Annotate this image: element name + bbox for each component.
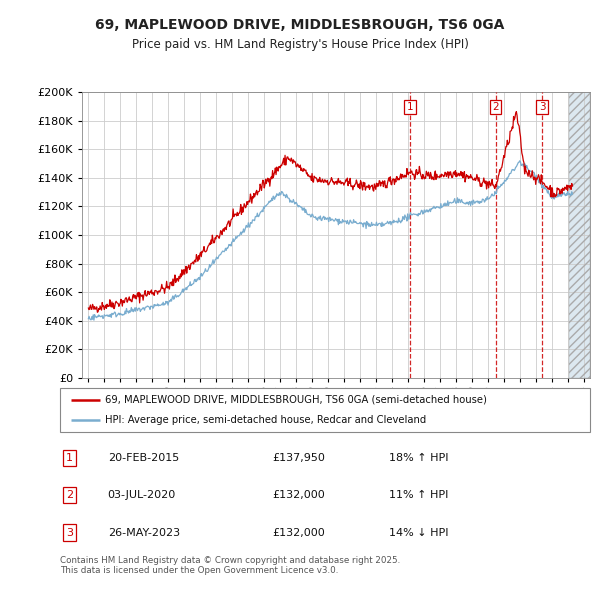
Text: 2: 2 bbox=[493, 102, 499, 112]
Bar bbox=[569, 92, 590, 378]
Text: 1: 1 bbox=[66, 453, 73, 463]
FancyBboxPatch shape bbox=[60, 388, 590, 432]
Text: 3: 3 bbox=[539, 102, 545, 112]
Text: £132,000: £132,000 bbox=[272, 527, 325, 537]
Text: 18% ↑ HPI: 18% ↑ HPI bbox=[389, 453, 448, 463]
Text: 1: 1 bbox=[407, 102, 413, 112]
Text: £132,000: £132,000 bbox=[272, 490, 325, 500]
Text: 11% ↑ HPI: 11% ↑ HPI bbox=[389, 490, 448, 500]
Bar bbox=[569, 92, 590, 378]
Text: Price paid vs. HM Land Registry's House Price Index (HPI): Price paid vs. HM Land Registry's House … bbox=[131, 38, 469, 51]
Text: 26-MAY-2023: 26-MAY-2023 bbox=[108, 527, 180, 537]
Text: 69, MAPLEWOOD DRIVE, MIDDLESBROUGH, TS6 0GA (semi-detached house): 69, MAPLEWOOD DRIVE, MIDDLESBROUGH, TS6 … bbox=[105, 395, 487, 405]
Text: 3: 3 bbox=[66, 527, 73, 537]
Text: 20-FEB-2015: 20-FEB-2015 bbox=[108, 453, 179, 463]
Text: HPI: Average price, semi-detached house, Redcar and Cleveland: HPI: Average price, semi-detached house,… bbox=[105, 415, 426, 425]
Text: £137,950: £137,950 bbox=[272, 453, 325, 463]
Text: 69, MAPLEWOOD DRIVE, MIDDLESBROUGH, TS6 0GA: 69, MAPLEWOOD DRIVE, MIDDLESBROUGH, TS6 … bbox=[95, 18, 505, 32]
Text: Contains HM Land Registry data © Crown copyright and database right 2025.
This d: Contains HM Land Registry data © Crown c… bbox=[60, 556, 400, 575]
Text: 03-JUL-2020: 03-JUL-2020 bbox=[108, 490, 176, 500]
Text: 2: 2 bbox=[66, 490, 73, 500]
Text: 14% ↓ HPI: 14% ↓ HPI bbox=[389, 527, 448, 537]
